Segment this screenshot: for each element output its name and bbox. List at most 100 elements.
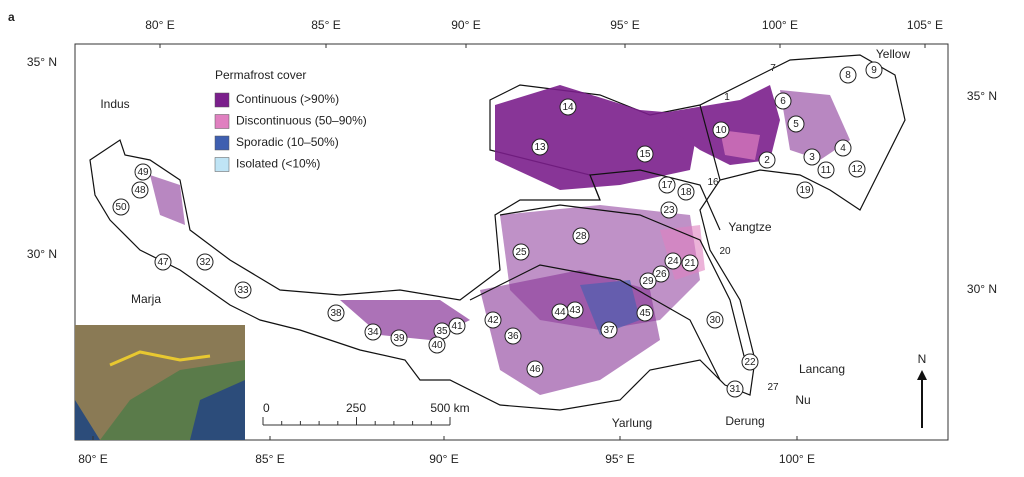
lat-label-right: 35° N [967, 89, 997, 103]
station-label: 25 [515, 247, 527, 258]
lon-label-top: 95° E [610, 18, 639, 32]
river-label: Lancang [799, 362, 845, 376]
sub-basin-lines [469, 104, 746, 381]
station-label: 31 [729, 384, 741, 395]
inset-sea [75, 380, 245, 440]
legend-label: Continuous (>90%) [236, 92, 339, 106]
station-marker [677, 183, 695, 201]
station-label: 11 [821, 165, 832, 176]
scale-label: 500 km [430, 401, 469, 415]
sporadic-areas [580, 280, 640, 335]
station-label: 10 [715, 125, 727, 136]
lon-label-top: 85° E [311, 18, 340, 32]
lon-label-bottom: 80° E [78, 452, 107, 466]
station-marker [741, 353, 759, 371]
station-marker [803, 148, 821, 166]
station-label: 27 [767, 382, 779, 393]
station-label: 42 [487, 315, 499, 326]
river-label: Yangtze [728, 220, 771, 234]
station-marker [658, 176, 676, 194]
station-label: 34 [367, 327, 379, 338]
station-label: 43 [569, 305, 581, 316]
legend-label: Isolated (<10%) [236, 157, 320, 171]
station-marker [660, 201, 678, 219]
station-label: 28 [575, 231, 587, 242]
station-label: 1 [724, 92, 730, 103]
station-marker [652, 265, 670, 283]
station-marker [559, 98, 577, 116]
station-label: 30 [709, 315, 721, 326]
station-label: 18 [680, 187, 692, 198]
station-label: 15 [639, 149, 651, 160]
station-marker [636, 304, 654, 322]
legend-label: Discontinuous (50–90%) [236, 114, 367, 128]
station-marker [428, 336, 446, 354]
station-marker [664, 252, 682, 270]
river-label: Yarlung [612, 416, 652, 430]
scale-bar: 0 250 500 km [262, 401, 470, 426]
coordinate-labels: 80° E 85° E 90° E 95° E 100° E 105° E 80° E 85°… [27, 18, 997, 466]
station-label: 4 [840, 143, 846, 154]
station-marker [787, 115, 805, 133]
station-marker [112, 198, 130, 216]
inset-land [75, 325, 245, 440]
station-marker [681, 254, 699, 272]
station-marker [531, 138, 549, 156]
station-marker [839, 66, 857, 84]
station-label: 17 [661, 180, 673, 191]
station-label: 44 [554, 307, 566, 318]
station-marker [639, 272, 657, 290]
legend-swatch [214, 114, 230, 129]
station-marker [636, 145, 654, 163]
station-marker [134, 163, 152, 181]
station-label: 41 [451, 321, 463, 332]
station-label: 22 [744, 357, 756, 368]
station-label: 14 [562, 102, 574, 113]
station-label: 29 [642, 276, 654, 287]
station-marker [448, 317, 466, 335]
station-label: 24 [667, 256, 679, 267]
scale-label: 0 [263, 401, 270, 415]
station-marker [600, 321, 618, 339]
lon-label-bottom: 90° E [429, 452, 458, 466]
station-marker [848, 160, 866, 178]
river-label: Derung [725, 414, 764, 428]
legend-swatch [214, 135, 230, 151]
station-label: 35 [436, 326, 448, 337]
lon-label-bottom: 95° E [605, 452, 634, 466]
station-marker [865, 61, 883, 79]
station-label: 26 [655, 269, 667, 280]
station-label: 16 [707, 177, 719, 188]
station-marker [327, 304, 345, 322]
lat-label-left: 30° N [27, 247, 57, 261]
river-label: Nu [795, 393, 810, 407]
station-marker [774, 92, 792, 110]
lat-label-right: 30° N [967, 282, 997, 296]
panel-label: a [8, 10, 15, 24]
station-label: 47 [157, 257, 169, 268]
station-marker [196, 253, 214, 271]
river-label: Marja [131, 292, 161, 306]
station-label: 38 [330, 308, 342, 319]
station-marker [712, 121, 730, 139]
legend-title: Permafrost cover [215, 68, 306, 82]
station-marker [154, 253, 172, 271]
scale-label: 250 [346, 401, 366, 415]
station-label: 32 [199, 257, 211, 268]
station-label: 46 [529, 364, 541, 375]
station-label: 8 [845, 70, 851, 81]
lat-label-left: 35° N [27, 55, 57, 69]
lon-label-top: 90° E [451, 18, 480, 32]
station-label: 48 [134, 185, 146, 196]
station-marker [758, 151, 776, 169]
station-label: 13 [534, 142, 546, 153]
station-label: 20 [719, 246, 731, 257]
station-marker [390, 329, 408, 347]
station-marker [572, 227, 590, 245]
station-label: 50 [115, 202, 127, 213]
station-marker [234, 281, 252, 299]
station-label: 6 [780, 96, 786, 107]
station-label: 3 [809, 152, 815, 163]
station-label: 21 [684, 258, 696, 269]
